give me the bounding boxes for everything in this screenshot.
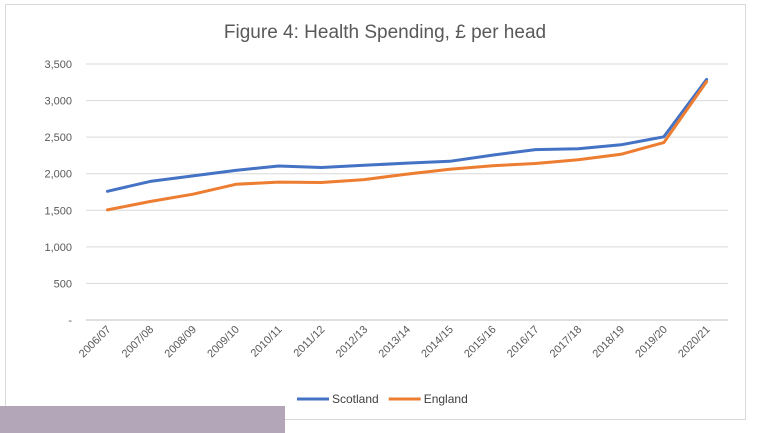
y-tick-label: 3,000 bbox=[44, 96, 72, 108]
x-tick-label: 2010/11 bbox=[249, 324, 285, 360]
x-tick-label: 2006/07 bbox=[77, 324, 114, 361]
y-tick-label: 2,500 bbox=[44, 132, 72, 144]
legend-label-england: England bbox=[424, 392, 468, 406]
gridlines bbox=[86, 63, 728, 321]
x-tick-label: 2020/21 bbox=[676, 324, 713, 361]
y-axis-ticks: - 500 1,000 1,500 2,000 2,500 3,000 3,500 bbox=[44, 59, 72, 327]
x-tick-label: 2009/10 bbox=[205, 324, 242, 361]
y-tick-label: 1,000 bbox=[44, 242, 72, 254]
y-tick-label: 1,500 bbox=[44, 205, 72, 217]
legend-label-scotland: Scotland bbox=[332, 392, 379, 406]
decorative-bar bbox=[0, 406, 285, 433]
x-tick-label: 2014/15 bbox=[419, 324, 456, 361]
y-tick-label: 500 bbox=[54, 278, 72, 290]
chart-frame bbox=[5, 4, 746, 420]
x-tick-label: 2017/18 bbox=[548, 324, 585, 361]
series-line-england bbox=[105, 80, 709, 212]
x-tick-label: 2019/20 bbox=[633, 324, 670, 361]
x-tick-label: 2008/09 bbox=[163, 324, 200, 361]
x-tick-label: 2015/16 bbox=[462, 324, 499, 361]
x-tick-label: 2018/19 bbox=[591, 324, 628, 361]
x-tick-label: 2013/14 bbox=[377, 324, 414, 361]
y-tick-label: 3,500 bbox=[44, 59, 72, 71]
y-tick-label: - bbox=[68, 315, 72, 327]
x-tick-label: 2011/12 bbox=[291, 324, 327, 360]
series-lines bbox=[105, 77, 709, 212]
legend: Scotland England bbox=[297, 392, 468, 406]
series-line-scotland bbox=[105, 77, 709, 193]
x-tick-label: 2007/08 bbox=[120, 324, 157, 361]
chart-title: Figure 4: Health Spending, £ per head bbox=[224, 22, 546, 43]
x-axis-ticks: 2006/07 2007/08 2008/09 2009/10 2010/11 2011/… bbox=[77, 324, 713, 361]
y-tick-label: 2,000 bbox=[44, 169, 72, 181]
x-tick-label: 2016/17 bbox=[505, 324, 542, 361]
x-tick-label: 2012/13 bbox=[334, 324, 371, 361]
